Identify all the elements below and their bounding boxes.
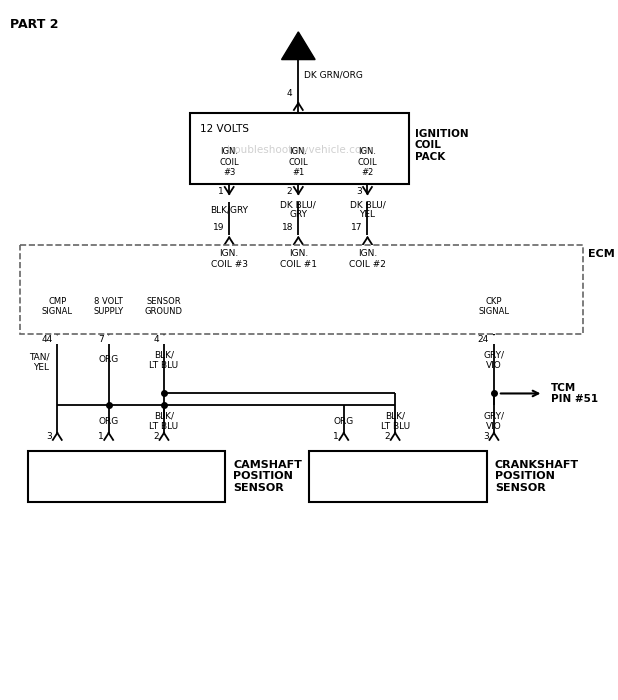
Text: CAMSHAFT
POSITION
SENSOR: CAMSHAFT POSITION SENSOR	[233, 460, 302, 493]
Text: DK GRN/ORG: DK GRN/ORG	[304, 71, 363, 80]
Bar	[28, 451, 225, 502]
Text: TAN/
YEL: TAN/ YEL	[29, 352, 49, 372]
Text: CRANKSHAFT
POSITION
SENSOR: CRANKSHAFT POSITION SENSOR	[495, 460, 579, 493]
Text: troubleshootmyvehicle.com: troubleshootmyvehicle.com	[227, 146, 372, 155]
Text: 4: 4	[153, 335, 159, 344]
Text: ORG: ORG	[98, 416, 119, 426]
Text: 8 VOLT
SUPPLY: 8 VOLT SUPPLY	[93, 297, 124, 316]
Text: PART 2: PART 2	[10, 18, 58, 31]
Polygon shape	[282, 32, 315, 60]
Text: DK BLU/
YEL: DK BLU/ YEL	[350, 200, 386, 219]
Text: 3: 3	[356, 188, 362, 197]
Text: IGN.
COIL #3: IGN. COIL #3	[211, 249, 248, 269]
Text: 17: 17	[351, 223, 363, 232]
Text: TCM
PIN #51: TCM PIN #51	[551, 383, 598, 405]
Bar	[190, 113, 409, 184]
Text: 1: 1	[98, 433, 104, 442]
Text: BLK/
LT BLU: BLK/ LT BLU	[150, 412, 179, 430]
Text: ORG: ORG	[334, 416, 354, 426]
Text: 24: 24	[478, 335, 489, 344]
Text: CMP
SIGNAL: CMP SIGNAL	[42, 297, 73, 316]
Text: BLK/
LT BLU: BLK/ LT BLU	[381, 412, 410, 430]
Text: CKP
SIGNAL: CKP SIGNAL	[478, 297, 509, 316]
Text: 3: 3	[483, 433, 489, 442]
Text: ECM: ECM	[588, 249, 614, 259]
Text: 44: 44	[41, 335, 53, 344]
Text: 4: 4	[287, 89, 292, 98]
Text: GRY/
VIO: GRY/ VIO	[483, 412, 504, 430]
Text: 3: 3	[46, 433, 53, 442]
Text: IGN.
COIL
#3: IGN. COIL #3	[219, 148, 239, 177]
Text: IGNITION
COIL
PACK: IGNITION COIL PACK	[415, 129, 468, 162]
Text: IGN.
COIL #1: IGN. COIL #1	[280, 249, 317, 269]
Text: 2: 2	[384, 433, 390, 442]
Text: 12 VOLTS: 12 VOLTS	[200, 124, 248, 134]
Text: BLK/
LT BLU: BLK/ LT BLU	[150, 350, 179, 370]
Text: IGN.
COIL
#2: IGN. COIL #2	[358, 148, 378, 177]
Text: 18: 18	[282, 223, 294, 232]
Text: GRY/
VIO: GRY/ VIO	[483, 350, 504, 370]
Text: IGN.
COIL
#1: IGN. COIL #1	[289, 148, 308, 177]
Text: 1: 1	[333, 433, 339, 442]
Text: DK BLU/
GRY: DK BLU/ GRY	[281, 200, 316, 219]
Bar	[309, 451, 487, 502]
Text: ORG: ORG	[98, 356, 119, 365]
Text: A: A	[294, 41, 303, 54]
Text: 7: 7	[98, 335, 104, 344]
Bar	[20, 245, 583, 334]
Text: 2: 2	[287, 188, 292, 197]
Text: 2: 2	[153, 433, 159, 442]
Text: BLK/GRY: BLK/GRY	[210, 205, 248, 214]
Text: 19: 19	[213, 223, 224, 232]
Text: SENSOR
GROUND: SENSOR GROUND	[145, 297, 183, 316]
Text: IGN.
COIL #2: IGN. COIL #2	[349, 249, 386, 269]
Text: 1: 1	[218, 188, 223, 197]
